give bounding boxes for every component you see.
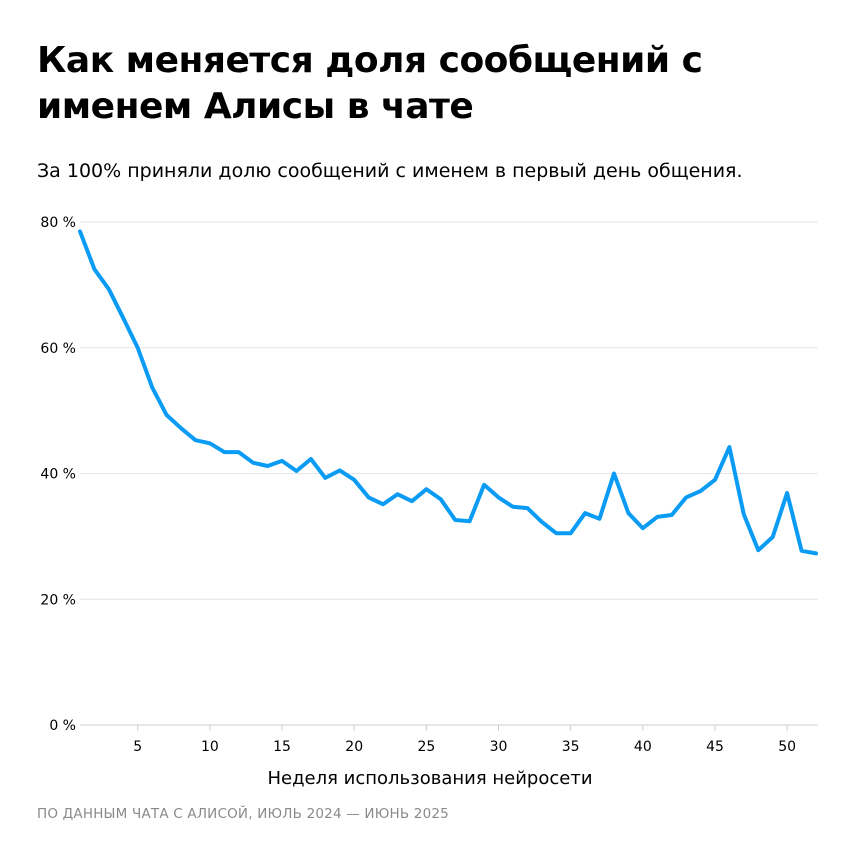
data-point bbox=[641, 526, 645, 530]
data-point bbox=[193, 438, 197, 442]
data-point bbox=[569, 531, 573, 535]
data-point bbox=[612, 472, 616, 476]
chart-subtitle: За 100% приняли долю сообщений с именем … bbox=[37, 160, 743, 182]
data-point bbox=[482, 483, 486, 487]
data-point bbox=[323, 476, 327, 480]
data-point bbox=[497, 495, 501, 499]
data-point bbox=[222, 450, 226, 454]
data-point bbox=[511, 505, 515, 509]
data-point bbox=[583, 511, 587, 515]
data-point bbox=[338, 468, 342, 472]
y-tick-label: 40 % bbox=[40, 467, 76, 483]
data-point bbox=[713, 478, 717, 482]
data-point bbox=[251, 461, 255, 465]
data-point bbox=[107, 287, 111, 291]
y-tick-label: 0 % bbox=[49, 718, 76, 734]
data-point bbox=[814, 551, 818, 555]
x-tick-label: 40 bbox=[634, 739, 652, 755]
data-point bbox=[309, 457, 313, 461]
x-tick-label: 50 bbox=[778, 739, 796, 755]
data-point bbox=[280, 459, 284, 463]
data-point bbox=[771, 535, 775, 539]
data-point bbox=[121, 316, 125, 320]
data-point bbox=[742, 512, 746, 516]
data-point bbox=[179, 426, 183, 430]
data-point bbox=[410, 499, 414, 503]
data-point bbox=[453, 518, 457, 522]
data-point bbox=[626, 511, 630, 515]
data-point bbox=[684, 495, 688, 499]
series-line bbox=[78, 229, 818, 556]
data-point bbox=[78, 229, 82, 233]
data-point bbox=[598, 517, 602, 521]
data-point bbox=[525, 506, 529, 510]
data-point bbox=[352, 478, 356, 482]
data-point bbox=[381, 502, 385, 506]
data-point bbox=[208, 441, 212, 445]
data-point bbox=[785, 491, 789, 495]
data-point bbox=[165, 413, 169, 417]
x-axis-label: Неделя использования нейросети bbox=[267, 768, 592, 789]
data-point bbox=[439, 497, 443, 501]
y-tick-label: 80 % bbox=[40, 215, 76, 231]
chart-title: Как меняется доля сообщений с именем Али… bbox=[37, 40, 703, 127]
data-point bbox=[395, 492, 399, 496]
data-point bbox=[294, 469, 298, 473]
data-point bbox=[237, 450, 241, 454]
data-point bbox=[424, 487, 428, 491]
y-tick-label: 20 % bbox=[40, 592, 76, 608]
x-tick-label: 15 bbox=[273, 739, 291, 755]
data-point bbox=[670, 513, 674, 517]
x-tick-label: 5 bbox=[133, 739, 142, 755]
data-point bbox=[92, 267, 96, 271]
x-tick-label: 10 bbox=[201, 739, 219, 755]
data-point bbox=[136, 346, 140, 350]
y-tick-label: 60 % bbox=[40, 341, 76, 357]
data-point bbox=[756, 548, 760, 552]
x-tick-label: 25 bbox=[417, 739, 435, 755]
data-point bbox=[800, 549, 804, 553]
data-point bbox=[540, 520, 544, 524]
data-point bbox=[655, 515, 659, 519]
data-point bbox=[468, 519, 472, 523]
x-tick-label: 45 bbox=[706, 739, 724, 755]
x-tick-label: 30 bbox=[490, 739, 508, 755]
source-note: ПО ДАННЫМ ЧАТА С АЛИСОЙ, ИЮЛЬ 2024 — ИЮН… bbox=[37, 806, 449, 822]
data-point bbox=[266, 464, 270, 468]
x-tick-label: 20 bbox=[345, 739, 363, 755]
data-point bbox=[727, 445, 731, 449]
data-point bbox=[367, 495, 371, 499]
data-point bbox=[554, 531, 558, 535]
data-point bbox=[150, 385, 154, 389]
x-tick-label: 35 bbox=[562, 739, 580, 755]
data-point bbox=[699, 489, 703, 493]
